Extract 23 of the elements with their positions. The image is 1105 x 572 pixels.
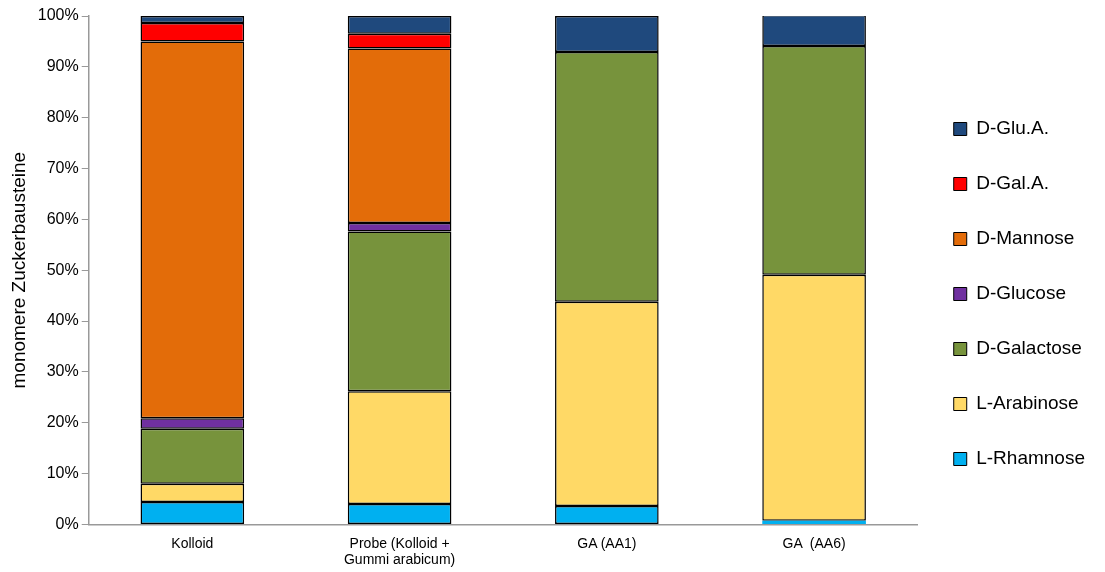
x-tick-label: Probe (Kolloid + Gummi arabicum) [343,534,456,568]
y-tick-label: 20% [46,413,79,431]
y-tick-label: 40% [46,311,79,329]
legend-label: L-Rhamnose [976,447,1085,469]
legend-label: L-Arabinose [976,392,1079,414]
x-tick-label: GA (AA6) [782,534,846,551]
y-tick-label: 70% [46,158,79,176]
legend-label: D-Glu.A. [976,117,1050,139]
y-tick-label: 30% [46,362,79,380]
y-tick-label: 50% [46,260,79,278]
legend-label: D-Gal.A. [976,172,1050,194]
y-tick-label: 90% [46,57,79,75]
x-tick-label: Kolloid [171,534,214,551]
legend-label: D-Glucose [976,282,1066,304]
y-tick-label: 0% [55,514,79,532]
legend-label: D-Galactose [976,337,1082,359]
y-tick-label: 100% [37,6,79,24]
y-axis-title: monomere Zuckerbausteine [7,151,29,389]
y-tick-label: 10% [46,463,79,481]
legend-label: D-Mannose [976,227,1075,249]
y-tick-label: 80% [46,108,79,126]
x-tick-label: GA (AA1) [577,534,637,551]
y-tick-label: 60% [46,209,79,227]
